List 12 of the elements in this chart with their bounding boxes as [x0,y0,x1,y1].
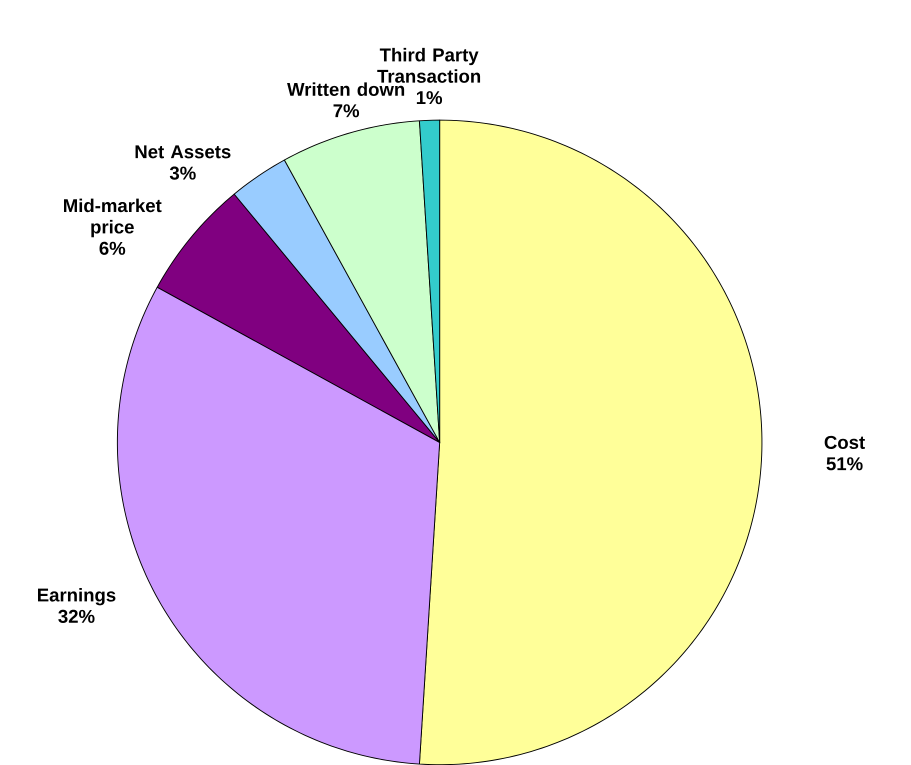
data-label: 7% [334,104,360,118]
slice-label: Cost [824,436,865,449]
slice-label: Earnings [38,588,116,606]
slice-label: Net Assets [136,145,230,158]
data-label: 32% [58,610,95,623]
data-label: 3% [170,166,196,180]
data-label: 51% [826,457,863,470]
data-label: 6% [100,242,126,255]
slice-label: Written down [287,82,404,96]
data-label: 1% [416,90,442,104]
slice-label: Mid-market price [64,198,162,238]
slice-label: Third Party Transaction [377,48,480,83]
